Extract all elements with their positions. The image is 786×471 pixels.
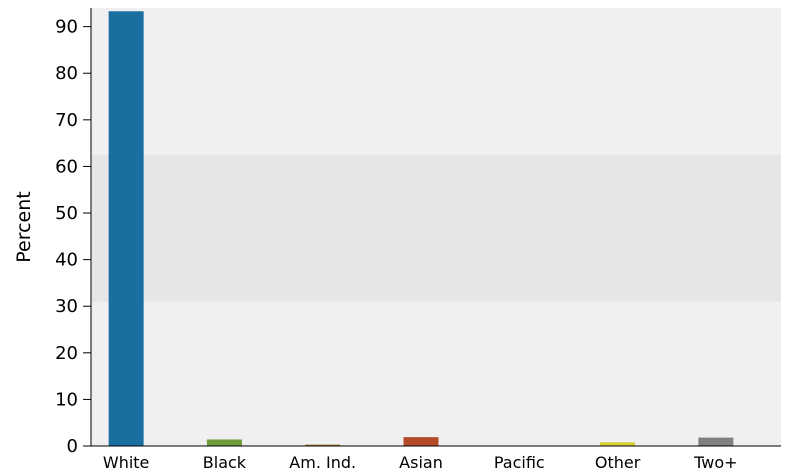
y-tick-label-40: 40 [55,250,78,271]
x-tick-label-other: Other [595,453,641,471]
y-axis-title: Percent [13,191,35,263]
bar-two [698,437,734,446]
x-tick-label-pacific: Pacific [494,453,545,471]
y-axis: 0 10 20 30 40 50 60 70 80 90 [55,8,92,457]
y-tick-label-0: 0 [67,436,78,457]
x-tick-label-black: Black [203,453,247,471]
bar-other [600,442,636,446]
x-tick-label-two: Two+ [693,453,737,471]
y-tick-label-90: 90 [55,17,78,38]
y-tick-label-20: 20 [55,343,78,364]
x-axis: White Black Am. Ind. Asian Pacific Other Two+ [91,445,781,471]
x-tick-label-white: White [103,453,150,471]
bar-white [108,11,144,447]
y-tick-label-10: 10 [55,389,78,410]
x-tick-label-asian: Asian [399,453,443,471]
y-tick-label-60: 60 [55,156,78,177]
bar-black [206,439,242,446]
plot-background [91,8,781,446]
bar-am-ind [305,444,341,446]
bars [108,11,734,447]
y-tick-label-30: 30 [55,296,78,317]
middle-band [91,154,781,302]
y-tick-label-50: 50 [55,203,78,224]
y-tick-label-70: 70 [55,110,78,131]
x-tick-label-am-ind: Am. Ind. [289,453,356,471]
bar-asian [403,437,439,446]
y-tick-label-80: 80 [55,63,78,84]
